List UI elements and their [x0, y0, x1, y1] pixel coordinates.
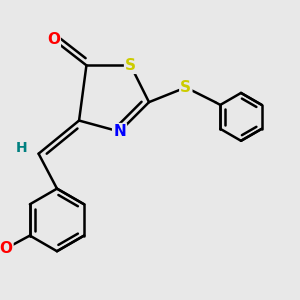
Text: S: S: [180, 80, 191, 95]
Text: H: H: [16, 141, 28, 155]
Text: O: O: [47, 32, 60, 47]
Text: N: N: [113, 124, 126, 139]
Text: O: O: [0, 241, 13, 256]
Text: S: S: [125, 58, 136, 73]
